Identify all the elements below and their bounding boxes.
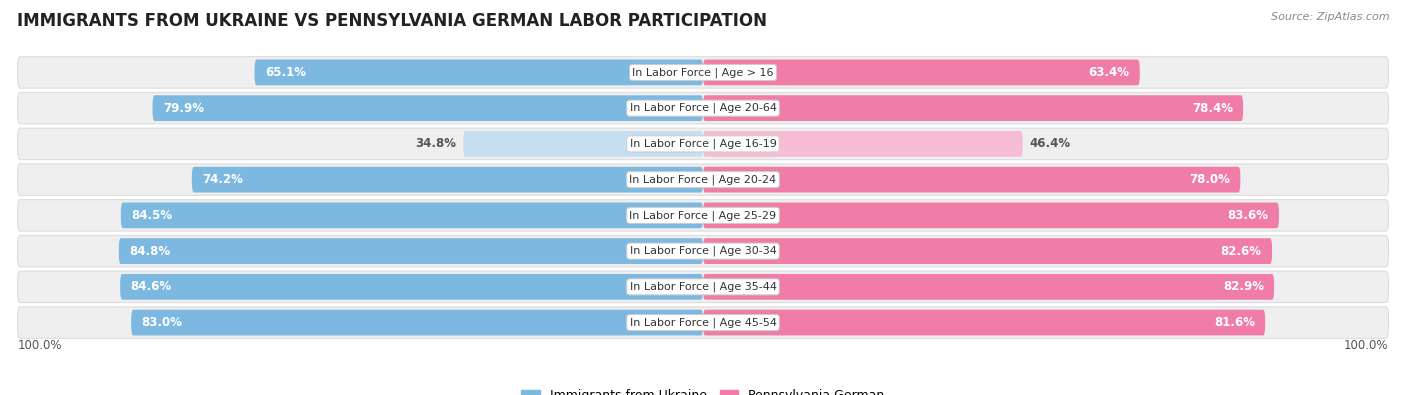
Text: 83.6%: 83.6% bbox=[1227, 209, 1268, 222]
FancyBboxPatch shape bbox=[17, 271, 1389, 303]
FancyBboxPatch shape bbox=[120, 274, 703, 300]
Text: 82.9%: 82.9% bbox=[1223, 280, 1264, 293]
Text: 34.8%: 34.8% bbox=[415, 137, 457, 150]
Text: In Labor Force | Age 25-29: In Labor Force | Age 25-29 bbox=[630, 210, 776, 221]
FancyBboxPatch shape bbox=[17, 92, 1389, 124]
Text: 78.4%: 78.4% bbox=[1192, 102, 1233, 115]
FancyBboxPatch shape bbox=[17, 235, 1389, 267]
Text: 84.5%: 84.5% bbox=[131, 209, 173, 222]
Text: In Labor Force | Age > 16: In Labor Force | Age > 16 bbox=[633, 67, 773, 78]
Text: 46.4%: 46.4% bbox=[1029, 137, 1071, 150]
FancyBboxPatch shape bbox=[703, 274, 1274, 300]
FancyBboxPatch shape bbox=[121, 203, 703, 228]
FancyBboxPatch shape bbox=[17, 128, 1389, 160]
Text: 84.6%: 84.6% bbox=[131, 280, 172, 293]
FancyBboxPatch shape bbox=[17, 199, 1389, 231]
Text: 83.0%: 83.0% bbox=[142, 316, 183, 329]
Text: 100.0%: 100.0% bbox=[17, 339, 62, 352]
FancyBboxPatch shape bbox=[703, 167, 1240, 192]
FancyBboxPatch shape bbox=[463, 131, 703, 157]
FancyBboxPatch shape bbox=[703, 60, 1140, 85]
Text: IMMIGRANTS FROM UKRAINE VS PENNSYLVANIA GERMAN LABOR PARTICIPATION: IMMIGRANTS FROM UKRAINE VS PENNSYLVANIA … bbox=[17, 12, 766, 30]
Text: 74.2%: 74.2% bbox=[202, 173, 243, 186]
FancyBboxPatch shape bbox=[254, 60, 703, 85]
FancyBboxPatch shape bbox=[703, 310, 1265, 335]
FancyBboxPatch shape bbox=[703, 95, 1243, 121]
Text: In Labor Force | Age 20-64: In Labor Force | Age 20-64 bbox=[630, 103, 776, 113]
Text: In Labor Force | Age 16-19: In Labor Force | Age 16-19 bbox=[630, 139, 776, 149]
Text: 81.6%: 81.6% bbox=[1213, 316, 1254, 329]
Text: 65.1%: 65.1% bbox=[264, 66, 307, 79]
FancyBboxPatch shape bbox=[703, 238, 1272, 264]
FancyBboxPatch shape bbox=[703, 203, 1279, 228]
Text: In Labor Force | Age 30-34: In Labor Force | Age 30-34 bbox=[630, 246, 776, 256]
FancyBboxPatch shape bbox=[191, 167, 703, 192]
Text: 82.6%: 82.6% bbox=[1220, 245, 1261, 258]
FancyBboxPatch shape bbox=[131, 310, 703, 335]
Text: 78.0%: 78.0% bbox=[1189, 173, 1230, 186]
Text: In Labor Force | Age 45-54: In Labor Force | Age 45-54 bbox=[630, 317, 776, 328]
FancyBboxPatch shape bbox=[17, 307, 1389, 338]
FancyBboxPatch shape bbox=[17, 164, 1389, 196]
Text: 79.9%: 79.9% bbox=[163, 102, 204, 115]
Text: 63.4%: 63.4% bbox=[1088, 66, 1129, 79]
Text: 84.8%: 84.8% bbox=[129, 245, 170, 258]
Text: Source: ZipAtlas.com: Source: ZipAtlas.com bbox=[1271, 12, 1389, 22]
Text: 100.0%: 100.0% bbox=[1344, 339, 1389, 352]
FancyBboxPatch shape bbox=[152, 95, 703, 121]
FancyBboxPatch shape bbox=[118, 238, 703, 264]
Text: In Labor Force | Age 20-24: In Labor Force | Age 20-24 bbox=[630, 174, 776, 185]
Legend: Immigrants from Ukraine, Pennsylvania German: Immigrants from Ukraine, Pennsylvania Ge… bbox=[516, 384, 890, 395]
Text: In Labor Force | Age 35-44: In Labor Force | Age 35-44 bbox=[630, 282, 776, 292]
FancyBboxPatch shape bbox=[703, 131, 1022, 157]
FancyBboxPatch shape bbox=[17, 57, 1389, 88]
